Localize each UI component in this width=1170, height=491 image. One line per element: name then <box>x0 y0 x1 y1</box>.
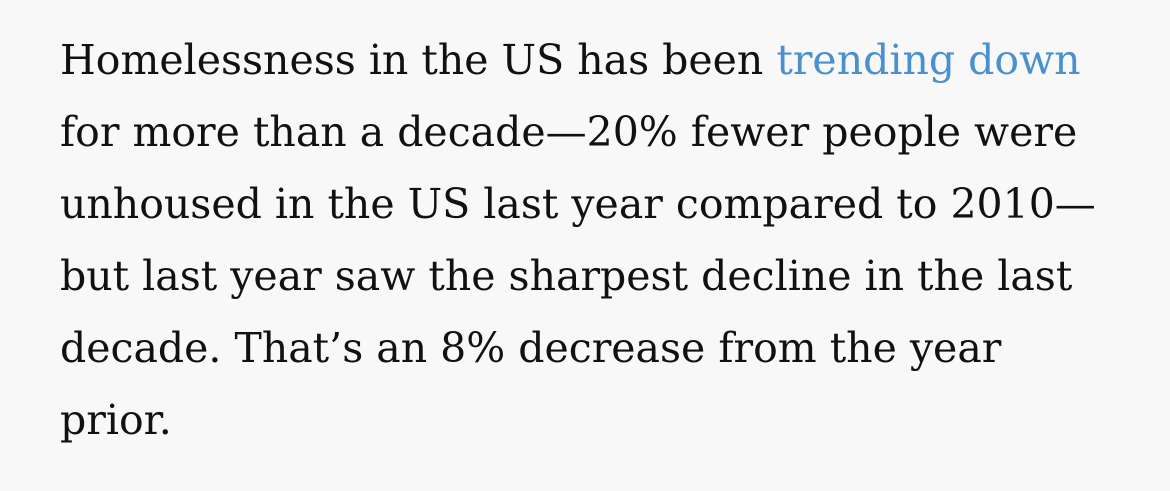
paragraph-line-4: but last year saw the sharpest decline i… <box>60 252 1073 300</box>
article-paragraph: Homelessness in the US has been trending… <box>60 24 1140 456</box>
paragraph-line-2: for more than a decade—20% fewer people … <box>60 108 1078 156</box>
trending-down-link[interactable]: trending down <box>776 36 1081 84</box>
paragraph-line-5: decade. That’s an 8% decrease from the y… <box>60 324 1002 372</box>
paragraph-line-6: prior. <box>60 396 172 444</box>
paragraph-text-before-link: Homelessness in the US has been <box>60 36 777 84</box>
paragraph-line-3: unhoused in the US last year compared to… <box>60 180 1096 228</box>
paragraph-line-1: Homelessness in the US has been trending… <box>60 24 1140 96</box>
